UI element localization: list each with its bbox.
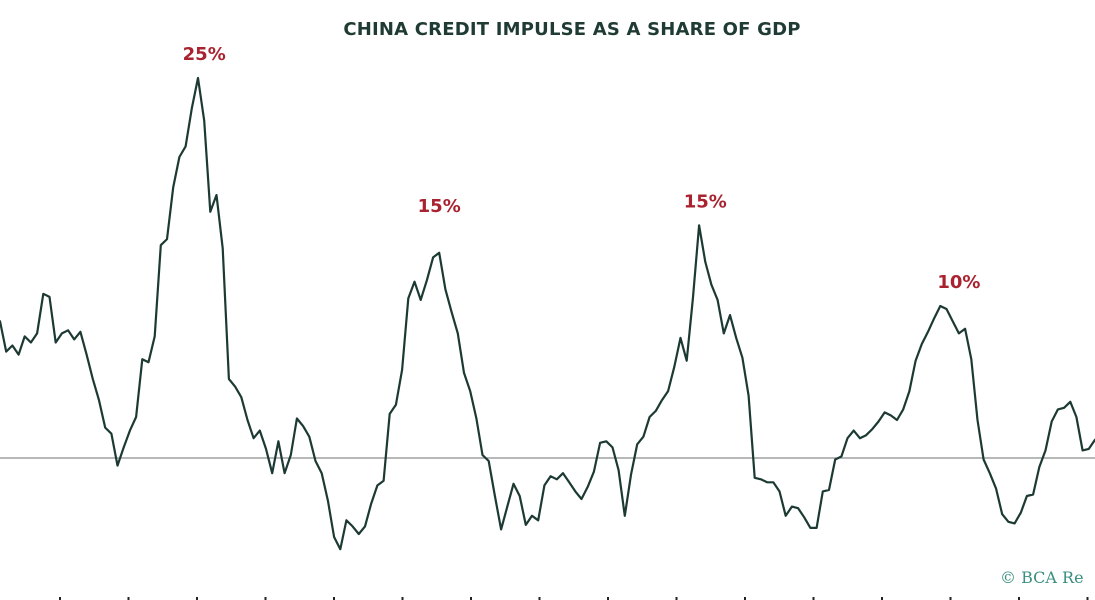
series-line-credit-impulse xyxy=(0,76,1095,551)
peak-label: 10% xyxy=(937,272,980,293)
peak-label: 25% xyxy=(183,44,226,65)
peak-annotations: 25% 15% 15% 10% xyxy=(183,44,981,293)
chart-title: CHINA CREDIT IMPULSE AS A SHARE OF GDP xyxy=(343,19,800,40)
peak-label: 15% xyxy=(418,196,461,217)
copyright-credit: © BCA Re xyxy=(1000,568,1084,587)
peak-label: 15% xyxy=(684,191,727,212)
